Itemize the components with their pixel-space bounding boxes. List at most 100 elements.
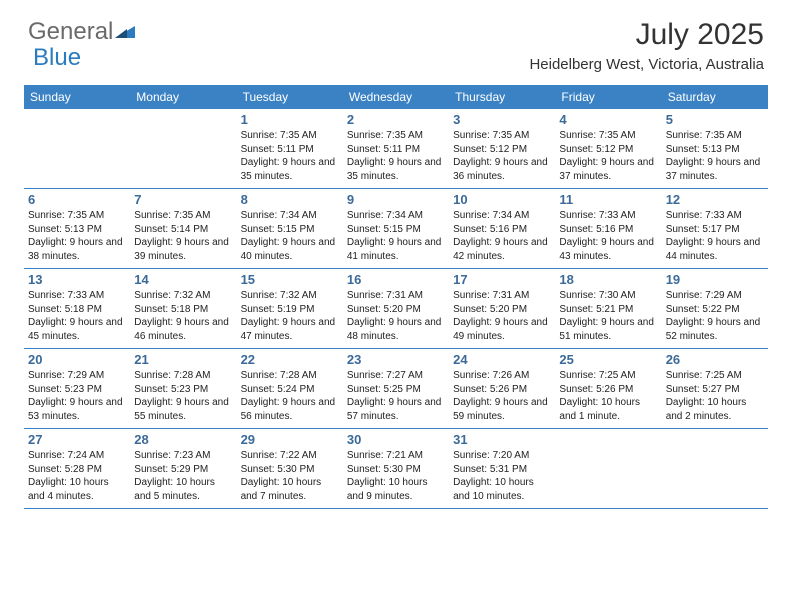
day-cell: 17 Sunrise: 7:31 AMSunset: 5:20 PMDayligh… <box>449 269 555 348</box>
day-detail: Sunrise: 7:35 AMSunset: 5:11 PMDaylight:… <box>347 129 445 183</box>
day-cell: 7 Sunrise: 7:35 AMSunset: 5:14 PMDaylight… <box>130 189 236 268</box>
day-detail: Sunrise: 7:23 AMSunset: 5:29 PMDaylight:… <box>134 449 232 503</box>
day-number: 28 <box>134 432 232 447</box>
day-detail: Sunrise: 7:35 AMSunset: 5:14 PMDaylight:… <box>134 209 232 263</box>
day-cell: 3 Sunrise: 7:35 AMSunset: 5:12 PMDaylight… <box>449 109 555 188</box>
month-title: July 2025 <box>529 18 764 52</box>
day-number: 24 <box>453 352 551 367</box>
day-number: 14 <box>134 272 232 287</box>
day-header-cell: Tuesday <box>237 85 343 109</box>
logo: General <box>28 18 139 46</box>
day-cell: 24 Sunrise: 7:26 AMSunset: 5:26 PMDayligh… <box>449 349 555 428</box>
day-number: 3 <box>453 112 551 127</box>
day-cell: 19 Sunrise: 7:29 AMSunset: 5:22 PMDayligh… <box>662 269 768 348</box>
day-number: 31 <box>453 432 551 447</box>
day-cell <box>130 109 236 188</box>
day-detail: Sunrise: 7:35 AMSunset: 5:13 PMDaylight:… <box>28 209 126 263</box>
day-number: 16 <box>347 272 445 287</box>
day-detail: Sunrise: 7:21 AMSunset: 5:30 PMDaylight:… <box>347 449 445 503</box>
day-cell: 25 Sunrise: 7:25 AMSunset: 5:26 PMDayligh… <box>555 349 661 428</box>
title-block: July 2025 Heidelberg West, Victoria, Aus… <box>529 18 764 73</box>
day-cell <box>555 429 661 508</box>
day-cell: 13 Sunrise: 7:33 AMSunset: 5:18 PMDayligh… <box>24 269 130 348</box>
day-cell: 4Sunrise: 7:35 AMSunset: 5:12 PMDaylight… <box>555 109 661 188</box>
day-number: 17 <box>453 272 551 287</box>
day-header-cell: Monday <box>130 85 236 109</box>
day-number: 8 <box>241 192 339 207</box>
day-number: 4 <box>559 112 657 127</box>
day-number: 9 <box>347 192 445 207</box>
day-header-cell: Saturday <box>662 85 768 109</box>
header: General July 2025 Heidelberg West, Victo… <box>0 0 792 77</box>
day-detail: Sunrise: 7:20 AMSunset: 5:31 PMDaylight:… <box>453 449 551 503</box>
day-number: 19 <box>666 272 764 287</box>
day-cell: 30 Sunrise: 7:21 AMSunset: 5:30 PMDayligh… <box>343 429 449 508</box>
day-detail: Sunrise: 7:34 AMSunset: 5:15 PMDaylight:… <box>241 209 339 263</box>
day-number: 18 <box>559 272 657 287</box>
day-detail: Sunrise: 7:31 AMSunset: 5:20 PMDaylight:… <box>347 289 445 343</box>
day-number: 29 <box>241 432 339 447</box>
logo-blue-row: Blue <box>33 44 81 72</box>
day-cell: 2Sunrise: 7:35 AMSunset: 5:11 PMDaylight… <box>343 109 449 188</box>
day-cell: 26 Sunrise: 7:25 AMSunset: 5:27 PMDayligh… <box>662 349 768 428</box>
day-cell: 18 Sunrise: 7:30 AMSunset: 5:21 PMDayligh… <box>555 269 661 348</box>
day-cell: 1 Sunrise: 7:35 AMSunset: 5:11 PMDaylight… <box>237 109 343 188</box>
day-header-cell: Thursday <box>449 85 555 109</box>
day-cell: 20 Sunrise: 7:29 AMSunset: 5:23 PMDayligh… <box>24 349 130 428</box>
day-detail: Sunrise: 7:31 AMSunset: 5:20 PMDaylight:… <box>453 289 551 343</box>
day-detail: Sunrise: 7:33 AMSunset: 5:16 PMDaylight:… <box>559 209 657 263</box>
day-cell: 10 Sunrise: 7:34 AMSunset: 5:16 PMDayligh… <box>449 189 555 268</box>
day-detail: Sunrise: 7:34 AMSunset: 5:16 PMDaylight:… <box>453 209 551 263</box>
calendar: SundayMondayTuesdayWednesdayThursdayFrid… <box>24 85 768 509</box>
logo-text-blue: Blue <box>33 44 81 71</box>
day-number: 23 <box>347 352 445 367</box>
day-detail: Sunrise: 7:33 AMSunset: 5:18 PMDaylight:… <box>28 289 126 343</box>
day-header-cell: Sunday <box>24 85 130 109</box>
day-cell: 27Sunrise: 7:24 AMSunset: 5:28 PMDayligh… <box>24 429 130 508</box>
day-number: 15 <box>241 272 339 287</box>
day-number: 5 <box>666 112 764 127</box>
day-detail: Sunrise: 7:29 AMSunset: 5:22 PMDaylight:… <box>666 289 764 343</box>
week-row: 27Sunrise: 7:24 AMSunset: 5:28 PMDayligh… <box>24 429 768 509</box>
day-cell: 12 Sunrise: 7:33 AMSunset: 5:17 PMDayligh… <box>662 189 768 268</box>
day-detail: Sunrise: 7:30 AMSunset: 5:21 PMDaylight:… <box>559 289 657 343</box>
day-cell: 21Sunrise: 7:28 AMSunset: 5:23 PMDayligh… <box>130 349 236 428</box>
logo-text-general: General <box>28 18 113 46</box>
week-row: 6 Sunrise: 7:35 AMSunset: 5:13 PMDaylight… <box>24 189 768 269</box>
day-cell: 5 Sunrise: 7:35 AMSunset: 5:13 PMDaylight… <box>662 109 768 188</box>
day-cell: 8 Sunrise: 7:34 AMSunset: 5:15 PMDaylight… <box>237 189 343 268</box>
day-number: 22 <box>241 352 339 367</box>
day-cell: 23 Sunrise: 7:27 AMSunset: 5:25 PMDayligh… <box>343 349 449 428</box>
day-cell: 16 Sunrise: 7:31 AMSunset: 5:20 PMDayligh… <box>343 269 449 348</box>
day-detail: Sunrise: 7:27 AMSunset: 5:25 PMDaylight:… <box>347 369 445 423</box>
day-number: 1 <box>241 112 339 127</box>
day-number: 7 <box>134 192 232 207</box>
day-detail: Sunrise: 7:33 AMSunset: 5:17 PMDaylight:… <box>666 209 764 263</box>
day-number: 25 <box>559 352 657 367</box>
day-cell: 9 Sunrise: 7:34 AMSunset: 5:15 PMDaylight… <box>343 189 449 268</box>
day-detail: Sunrise: 7:35 AMSunset: 5:13 PMDaylight:… <box>666 129 764 183</box>
day-number: 13 <box>28 272 126 287</box>
day-cell: 11Sunrise: 7:33 AMSunset: 5:16 PMDayligh… <box>555 189 661 268</box>
day-detail: Sunrise: 7:26 AMSunset: 5:26 PMDaylight:… <box>453 369 551 423</box>
day-detail: Sunrise: 7:25 AMSunset: 5:26 PMDaylight:… <box>559 369 657 423</box>
calendar-body: 1 Sunrise: 7:35 AMSunset: 5:11 PMDaylight… <box>24 109 768 509</box>
day-detail: Sunrise: 7:35 AMSunset: 5:12 PMDaylight:… <box>453 129 551 183</box>
day-number: 12 <box>666 192 764 207</box>
day-detail: Sunrise: 7:34 AMSunset: 5:15 PMDaylight:… <box>347 209 445 263</box>
day-detail: Sunrise: 7:28 AMSunset: 5:23 PMDaylight:… <box>134 369 232 423</box>
day-cell: 31 Sunrise: 7:20 AMSunset: 5:31 PMDayligh… <box>449 429 555 508</box>
day-detail: Sunrise: 7:24 AMSunset: 5:28 PMDaylight:… <box>28 449 126 503</box>
location-text: Heidelberg West, Victoria, Australia <box>529 56 764 73</box>
day-detail: Sunrise: 7:35 AMSunset: 5:11 PMDaylight:… <box>241 129 339 183</box>
week-row: 1 Sunrise: 7:35 AMSunset: 5:11 PMDaylight… <box>24 109 768 189</box>
day-detail: Sunrise: 7:28 AMSunset: 5:24 PMDaylight:… <box>241 369 339 423</box>
day-header-row: SundayMondayTuesdayWednesdayThursdayFrid… <box>24 85 768 109</box>
day-number: 20 <box>28 352 126 367</box>
day-number: 26 <box>666 352 764 367</box>
day-number: 10 <box>453 192 551 207</box>
day-number: 30 <box>347 432 445 447</box>
day-number: 6 <box>28 192 126 207</box>
day-detail: Sunrise: 7:29 AMSunset: 5:23 PMDaylight:… <box>28 369 126 423</box>
day-detail: Sunrise: 7:25 AMSunset: 5:27 PMDaylight:… <box>666 369 764 423</box>
